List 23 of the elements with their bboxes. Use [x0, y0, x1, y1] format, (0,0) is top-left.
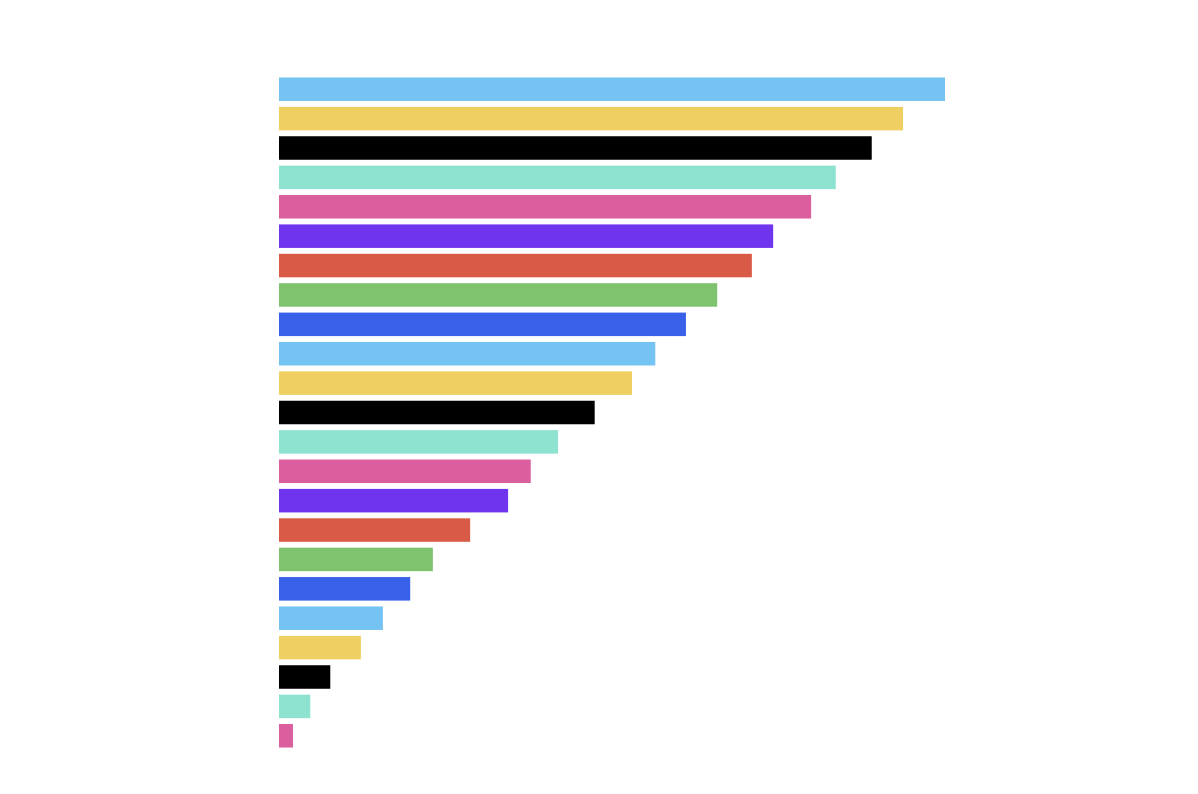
bar [279, 400, 595, 425]
bar [279, 283, 718, 307]
bar [279, 341, 656, 366]
bar [279, 606, 383, 630]
bar [279, 106, 904, 131]
bar [279, 459, 531, 484]
bar [279, 165, 836, 190]
bar [279, 665, 331, 689]
bar [279, 694, 311, 719]
bar [279, 430, 559, 454]
bar [279, 312, 686, 337]
bar [279, 635, 361, 660]
bar [279, 724, 293, 748]
bar [279, 224, 774, 248]
bar [279, 253, 752, 278]
bar [279, 136, 872, 160]
bar [279, 577, 411, 601]
bar [279, 488, 509, 513]
bar [279, 518, 471, 542]
bar [279, 547, 433, 572]
bar [279, 77, 945, 101]
bar [279, 195, 812, 219]
bar [279, 371, 632, 395]
